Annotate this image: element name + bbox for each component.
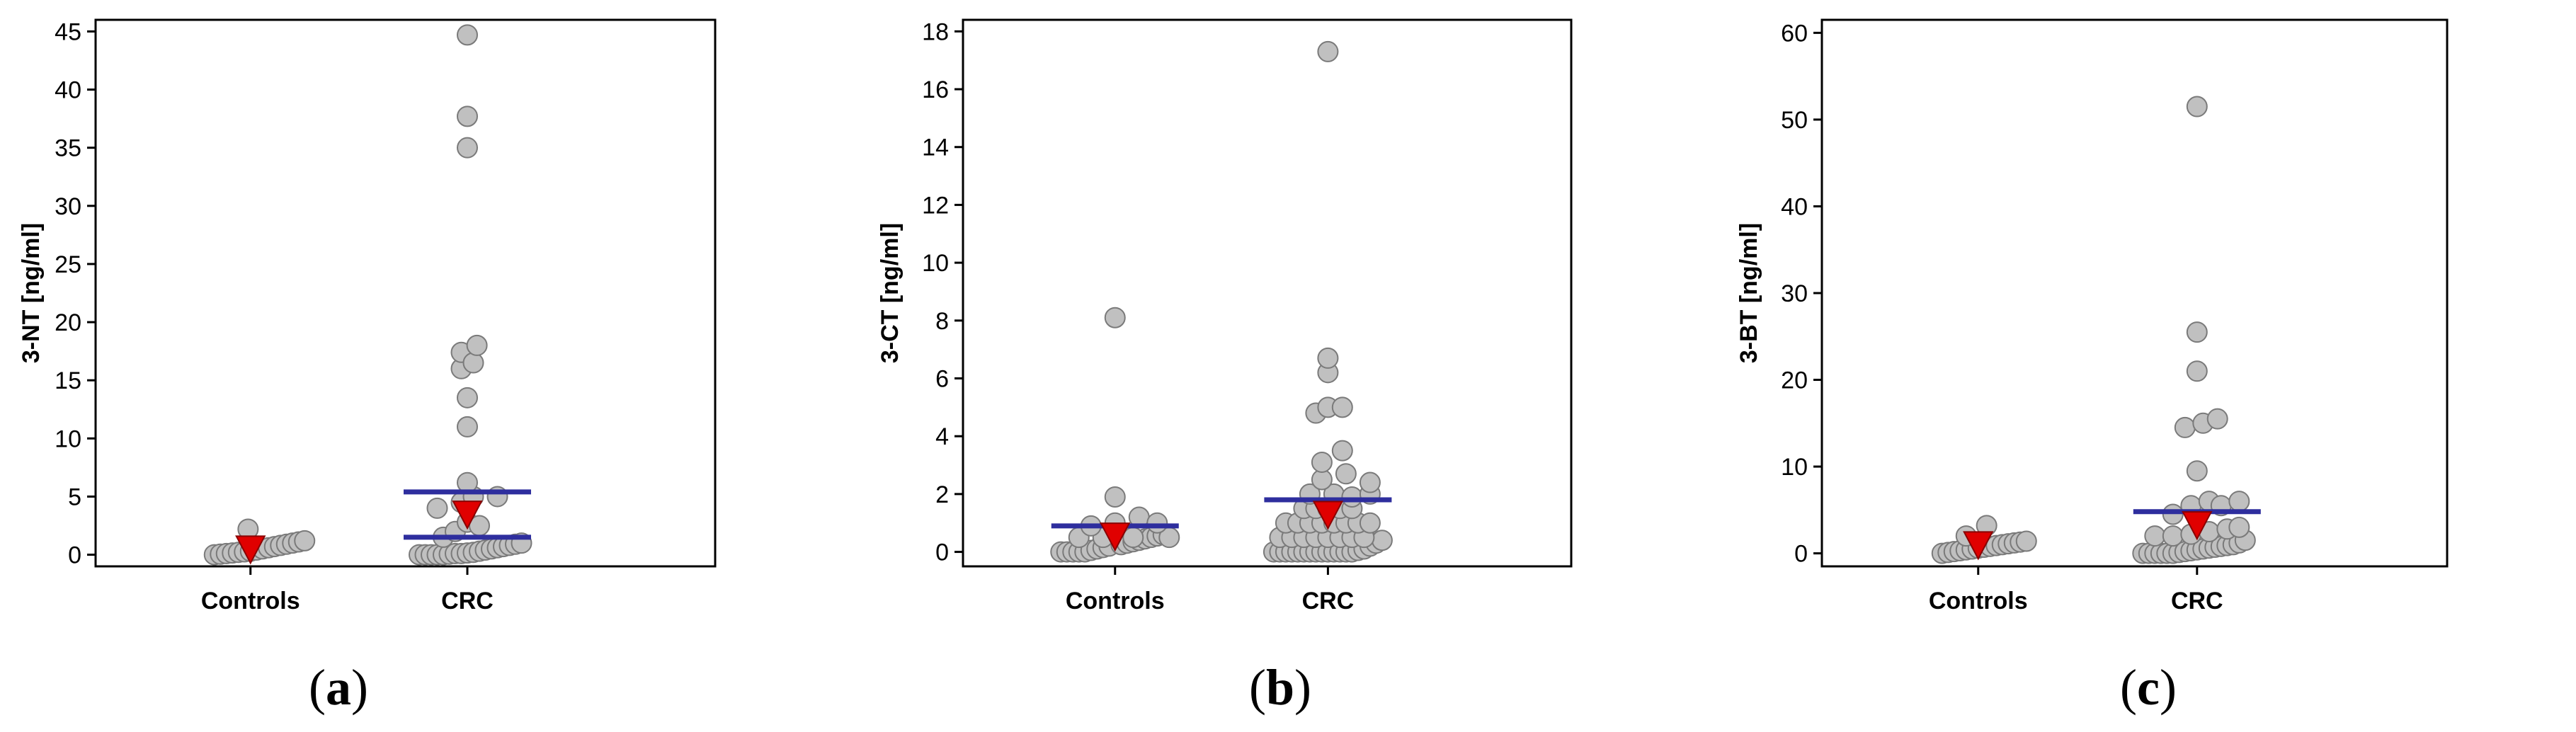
data-point	[2186, 321, 2208, 343]
data-point	[294, 530, 316, 551]
data-point	[2174, 416, 2196, 438]
y-tick-label: 8	[935, 308, 949, 335]
median-marker	[1100, 522, 1131, 552]
data-point	[457, 105, 478, 127]
data-point	[462, 352, 484, 374]
data-point	[2015, 530, 2037, 552]
data-point	[426, 497, 448, 519]
panel-b: 0 2 4 6 8 10 12 14 16 18 Controls CRC 3-CT [ng/ml]	[859, 0, 1718, 732]
y-tick-label: 0	[68, 542, 81, 569]
x-category-label: Controls	[1929, 588, 2028, 614]
y-tick-label: 15	[55, 367, 81, 394]
panel-a: 0 5 10 15 20 25 30 35 40 45 Controls CRC 3-NT [ng/ml…	[0, 0, 859, 732]
median-marker	[452, 501, 483, 530]
caption-b: (b)	[1248, 659, 1311, 716]
plot-frame	[1820, 18, 2449, 568]
chart-3nt: 0 5 10 15 20 25 30 35 40 45 Controls CRC 3-NT [ng/ml…	[18, 18, 717, 614]
data-point	[1317, 40, 1339, 62]
panel-c: 0 10 20 30 40 50 60 Controls CRC 3-BT [ng/ml]	[1718, 0, 2576, 732]
data-point	[2206, 408, 2228, 430]
y-tick-label: 25	[55, 251, 81, 278]
median-marker	[235, 535, 266, 565]
y-tick-label: 40	[1781, 193, 1808, 220]
data-point	[1104, 486, 1126, 508]
data-point	[2162, 525, 2184, 547]
x-category-label: CRC	[441, 588, 494, 614]
y-tick-label: 12	[922, 192, 949, 219]
data-point	[2228, 491, 2250, 513]
data-point	[1311, 451, 1333, 473]
y-tick-label: 20	[55, 309, 81, 336]
data-point	[1371, 530, 1393, 551]
y-tick-label: 0	[1794, 541, 1808, 568]
y-tick-label: 30	[1781, 280, 1808, 307]
data-point	[2228, 516, 2250, 538]
data-point	[457, 416, 478, 438]
plot-frame	[94, 18, 717, 568]
data-point	[1104, 307, 1126, 328]
median-marker	[2182, 511, 2213, 541]
caption-a: (a)	[309, 659, 368, 716]
x-category-label: CRC	[1302, 588, 1355, 614]
y-tick-label: 40	[55, 77, 81, 104]
data-point	[2144, 525, 2166, 547]
y-tick-label: 16	[922, 76, 949, 103]
y-axis-label: 3-CT [ng/ml]	[877, 223, 904, 363]
data-point	[2186, 460, 2208, 482]
data-point	[457, 387, 478, 408]
data-point	[1331, 396, 1353, 418]
y-tick-label: 10	[922, 250, 949, 277]
data-point	[1359, 512, 1381, 534]
x-category-label: CRC	[2171, 588, 2223, 614]
y-tick-label: 6	[935, 365, 949, 392]
y-tick-label: 30	[55, 193, 81, 220]
plot-frame	[962, 18, 1573, 568]
median-marker	[1312, 501, 1344, 530]
y-tick-label: 10	[55, 425, 81, 452]
y-tick-label: 2	[935, 481, 949, 508]
data-point	[1331, 440, 1353, 462]
x-category-label: Controls	[201, 588, 300, 614]
y-axis-label: 3-NT [ng/ml]	[18, 223, 45, 363]
y-axis-label: 3-BT [ng/ml]	[1736, 223, 1762, 363]
data-point	[1335, 463, 1357, 485]
data-point	[457, 24, 478, 46]
y-tick-label: 50	[1781, 107, 1808, 134]
data-point	[457, 137, 478, 159]
data-point	[1317, 347, 1339, 369]
y-tick-label: 35	[55, 135, 81, 162]
y-tick-label: 45	[55, 18, 81, 45]
y-tick-label: 18	[922, 18, 949, 45]
chart-3ct: 0 2 4 6 8 10 12 14 16 18 Controls CRC 3-CT [ng/ml]	[877, 18, 1573, 614]
data-point	[1341, 486, 1363, 508]
y-tick-label: 20	[1781, 367, 1808, 394]
y-tick-label: 4	[935, 423, 949, 450]
y-tick-label: 5	[68, 484, 81, 510]
data-point	[2186, 96, 2208, 118]
chart-3bt: 0 10 20 30 40 50 60 Controls CRC 3-BT [ng/ml]	[1736, 18, 2449, 614]
x-category-label: Controls	[1066, 588, 1165, 614]
data-point	[466, 334, 488, 356]
y-tick-label: 14	[922, 135, 949, 161]
y-tick-label: 0	[935, 539, 949, 566]
data-point	[2162, 503, 2184, 525]
y-tick-label: 60	[1781, 20, 1808, 47]
data-point	[1359, 471, 1381, 493]
y-tick-label: 10	[1781, 454, 1808, 481]
data-point	[2186, 360, 2208, 382]
median-marker	[1963, 531, 1994, 561]
caption-c: (c)	[2120, 659, 2177, 716]
data-point	[1146, 512, 1168, 534]
